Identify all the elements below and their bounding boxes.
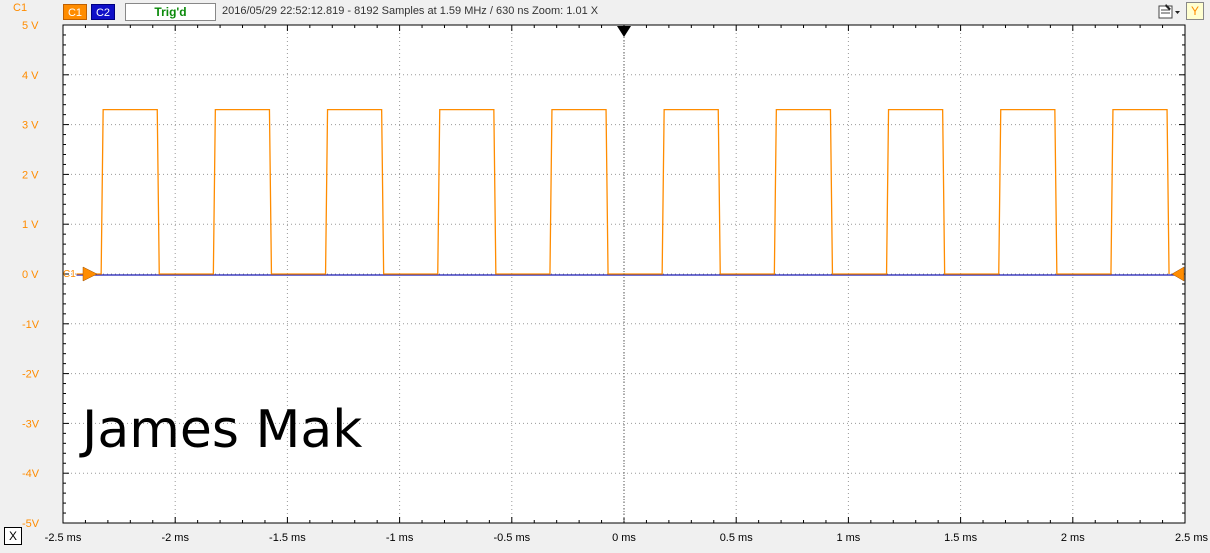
channel-1-offset-marker [82, 266, 98, 282]
y-tick-label: 0 V [22, 269, 39, 281]
y-tick-label: 3 V [22, 120, 39, 132]
y-tick-label: -5V [22, 518, 40, 530]
channel-1-level-marker [1171, 266, 1185, 282]
x-tick-label: -1.5 ms [269, 532, 306, 544]
y-tick-label: -2V [22, 369, 40, 381]
channel-1-button[interactable]: C1 [63, 4, 87, 20]
y-axis-button[interactable]: Y [1186, 2, 1204, 20]
x-tick-label: -1 ms [386, 532, 414, 544]
x-tick-label: 2.5 ms [1175, 532, 1209, 544]
x-axis-labels: -2.5 ms -2 ms -1.5 ms -1 ms -0.5 ms 0 ms 0.5 m… [45, 532, 1209, 544]
x-axis-button[interactable]: X [4, 527, 22, 545]
x-tick-label: 1.5 ms [944, 532, 978, 544]
y-tick-label: -4V [22, 468, 40, 480]
channel-1-trace [76, 109, 1170, 275]
cursor-tool-icon[interactable] [1157, 3, 1181, 21]
toolbar: C1 C1 C2 Trig'd 2016/05/29 22:52:12.819 … [0, 0, 1210, 24]
trigger-position-marker [617, 26, 631, 37]
x-tick-label: 0.5 ms [720, 532, 754, 544]
x-tick-label: 1 ms [836, 532, 860, 544]
channel-1-offset-label: C1 [63, 269, 76, 280]
x-tick-label: -2 ms [161, 532, 189, 544]
x-tick-label: -2.5 ms [45, 532, 82, 544]
y-tick-label: 4 V [22, 70, 39, 82]
acquisition-info-text: 2016/05/29 22:52:12.819 - 8192 Samples a… [222, 5, 599, 17]
y-tick-label: -3V [22, 418, 40, 430]
y-tick-label: 5 V [22, 20, 39, 32]
x-tick-label: 2 ms [1061, 532, 1085, 544]
x-tick-label: -0.5 ms [493, 532, 530, 544]
y-tick-label: -1V [22, 319, 40, 331]
x-tick-label: 0 ms [612, 532, 636, 544]
y-axis-labels: 5 V 4 V 3 V 2 V 1 V 0 V -1V -2V -3V -4V -5V [22, 20, 40, 530]
y-tick-label: 2 V [22, 169, 39, 181]
channel-2-button[interactable]: C2 [91, 4, 115, 20]
active-channel-axis-label: C1 [13, 2, 28, 14]
signature-text: James Mak [82, 400, 363, 460]
plot-markers: C1 [63, 26, 1185, 523]
trigger-status-indicator[interactable]: Trig'd [125, 3, 216, 21]
y-tick-label: 1 V [22, 219, 39, 231]
